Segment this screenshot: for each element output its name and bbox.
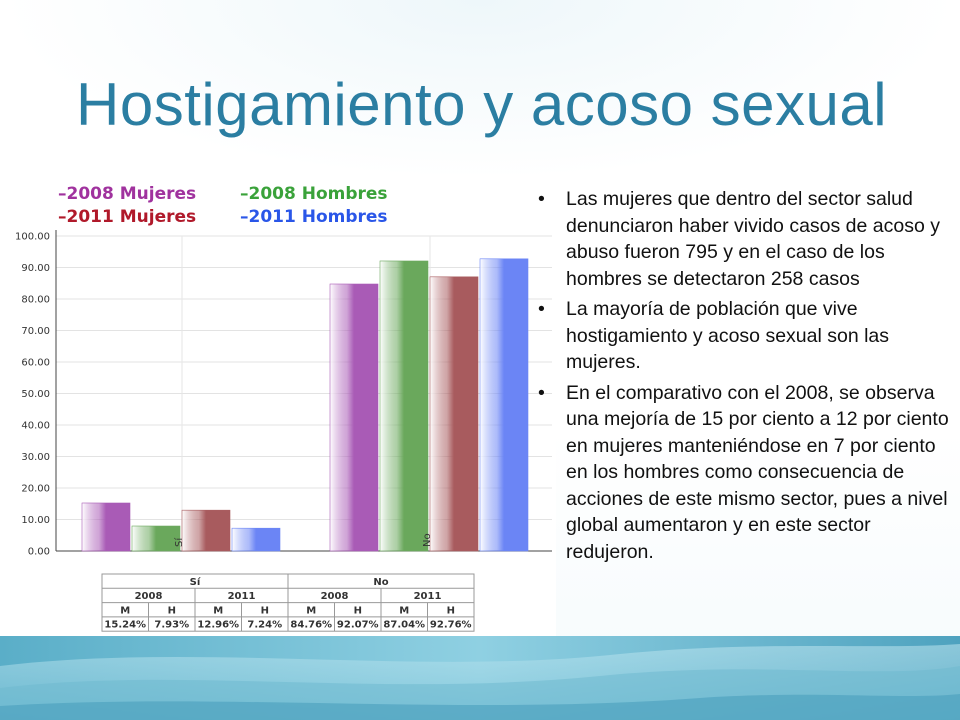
bullet-text: La mayoría de población que vive hostiga… — [566, 298, 890, 373]
bullet-item: • En el comparativo con el 2008, se obser… — [536, 380, 956, 566]
y-tick-label: 10.00 — [21, 515, 50, 526]
table-subheader: H — [168, 605, 176, 616]
table-subheader: M — [306, 605, 316, 616]
slide-background-tint — [0, 0, 960, 180]
table-group-header: Sí — [190, 576, 201, 588]
bullet-list: • Las mujeres que dentro del sector salud… — [536, 186, 956, 569]
chart-panel: –2008 Mujeres –2008 Hombres –2011 Mujeres –… — [0, 178, 556, 636]
table-value: 7.93% — [154, 620, 189, 631]
table-value: 87.04% — [383, 620, 425, 631]
y-tick-label: 100.00 — [15, 232, 50, 243]
bullet-marker: • — [538, 188, 545, 210]
table-group-header: No — [373, 577, 388, 588]
table-value: 12.96% — [197, 620, 239, 631]
bar — [231, 527, 281, 552]
x-tick-label: Sí — [173, 537, 185, 547]
table-value: 15.24% — [104, 620, 146, 631]
y-tick-label: 90.00 — [21, 263, 50, 274]
bar — [131, 525, 181, 552]
y-tick-label: 60.00 — [21, 358, 50, 369]
bar — [379, 260, 429, 552]
table-subheader: M — [213, 605, 223, 616]
y-tick-label: 80.00 — [21, 295, 50, 306]
table-subheader: M — [120, 605, 130, 616]
bar — [329, 283, 379, 552]
table-value: 7.24% — [247, 620, 282, 631]
bullet-text: En el comparativo con el 2008, se observ… — [566, 381, 949, 563]
bar — [81, 502, 131, 552]
x-tick-label: No — [422, 533, 433, 547]
legend-entry: –2008 Mujeres — [58, 184, 196, 204]
legend-entry: –2011 Hombres — [240, 207, 388, 227]
table-subheader: H — [261, 605, 269, 616]
table-year-header: 2011 — [414, 591, 442, 602]
bar — [479, 258, 529, 552]
table-subheader: H — [447, 605, 455, 616]
table-year-header: 2008 — [135, 591, 163, 602]
table-year-header: 2011 — [228, 591, 256, 602]
table-subheader: H — [354, 605, 362, 616]
table-value: 92.76% — [430, 620, 472, 631]
bullet-item: • La mayoría de población que vive hostig… — [536, 296, 956, 376]
bar — [429, 276, 479, 552]
bullet-marker: • — [538, 381, 545, 404]
bullet-item: • Las mujeres que dentro del sector salud… — [536, 186, 956, 292]
slide-title: Hostigamiento y acoso sexual — [76, 71, 888, 138]
legend-entry: –2008 Hombres — [240, 184, 388, 204]
y-tick-label: 40.00 — [21, 421, 50, 432]
legend-entry: –2011 Mujeres — [58, 207, 196, 227]
bullet-marker: • — [538, 298, 545, 320]
y-tick-label: 0.00 — [28, 547, 50, 558]
decorative-waves — [0, 636, 960, 720]
y-tick-label: 20.00 — [21, 484, 50, 495]
bar — [181, 509, 231, 552]
y-tick-label: 70.00 — [21, 326, 50, 337]
table-year-header: 2008 — [321, 591, 349, 602]
y-tick-label: 50.00 — [21, 389, 50, 400]
bullet-text: Las mujeres que dentro del sector salud … — [566, 188, 940, 290]
table-value: 92.07% — [337, 620, 379, 631]
table-subheader: M — [399, 605, 409, 616]
bar-chart: –2008 Mujeres –2008 Hombres –2011 Mujeres –… — [15, 184, 552, 632]
y-tick-label: 30.00 — [21, 452, 50, 463]
table-value: 84.76% — [290, 620, 332, 631]
